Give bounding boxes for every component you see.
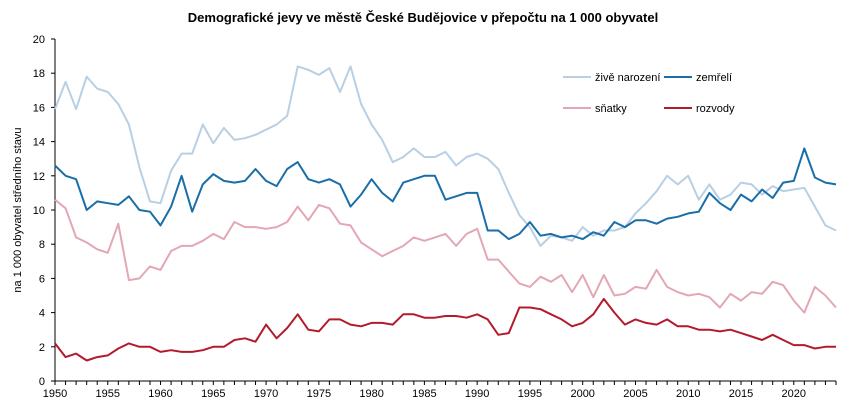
series-line-rozvody bbox=[54, 297, 836, 362]
legend-label-rozvody: rozvody bbox=[696, 103, 735, 115]
x-tick-label: 2015 bbox=[729, 388, 753, 400]
x-tick-label: 1980 bbox=[359, 388, 383, 400]
y-tick-label: 16 bbox=[33, 102, 45, 114]
x-tick-label: 1985 bbox=[412, 388, 436, 400]
x-tick-label: 2005 bbox=[623, 388, 647, 400]
series-line-zive-narozeni bbox=[54, 65, 837, 247]
legend-label-zemreli: zemřelí bbox=[696, 72, 732, 84]
legend-label-snatky: sňatky bbox=[595, 103, 627, 115]
x-tick-label: 1975 bbox=[307, 388, 331, 400]
x-tick-label: 1950 bbox=[43, 388, 67, 400]
x-tick-label: 1960 bbox=[148, 388, 172, 400]
x-tick-label: 1955 bbox=[96, 388, 120, 400]
series-line-snatky bbox=[54, 198, 837, 314]
x-tick-labels: 1950 1955 1960 1965 1970 1975 1980 1985 1990 1995… bbox=[43, 388, 806, 400]
y-tick-label: 10 bbox=[33, 205, 45, 217]
series-line-zemreli bbox=[54, 147, 837, 241]
y-tick-labels: 0 2 4 6 8 10 12 14 16 18 20 bbox=[33, 34, 45, 388]
x-tick-label: 1965 bbox=[201, 388, 225, 400]
axes bbox=[51, 38, 837, 385]
legend-label-zive-narozeni: živě narození bbox=[595, 72, 660, 84]
series-lines bbox=[54, 65, 837, 362]
x-tick-label: 1995 bbox=[518, 388, 542, 400]
y-tick-label: 18 bbox=[33, 68, 45, 80]
legend: živě narození zemřelí sňatky rozvody bbox=[563, 72, 735, 115]
x-tick-label: 1970 bbox=[254, 388, 278, 400]
x-tick-label: 2010 bbox=[676, 388, 700, 400]
y-tick-label: 0 bbox=[39, 376, 45, 388]
y-tick-label: 14 bbox=[33, 137, 45, 149]
y-tick-label: 8 bbox=[39, 239, 45, 251]
y-tick-label: 20 bbox=[33, 34, 45, 46]
x-tick-label: 2000 bbox=[570, 388, 594, 400]
x-tick-label: 1990 bbox=[465, 388, 489, 400]
chart-title: Demografické jevy ve městě České Budějov… bbox=[188, 10, 658, 25]
y-axis-label: na 1 000 obyvatel středního stavu bbox=[12, 127, 24, 292]
y-tick-label: 2 bbox=[39, 342, 45, 354]
y-tick-label: 4 bbox=[39, 308, 45, 320]
y-tick-label: 12 bbox=[33, 171, 45, 183]
x-tick-label: 2020 bbox=[782, 388, 806, 400]
y-tick-label: 6 bbox=[39, 273, 45, 285]
